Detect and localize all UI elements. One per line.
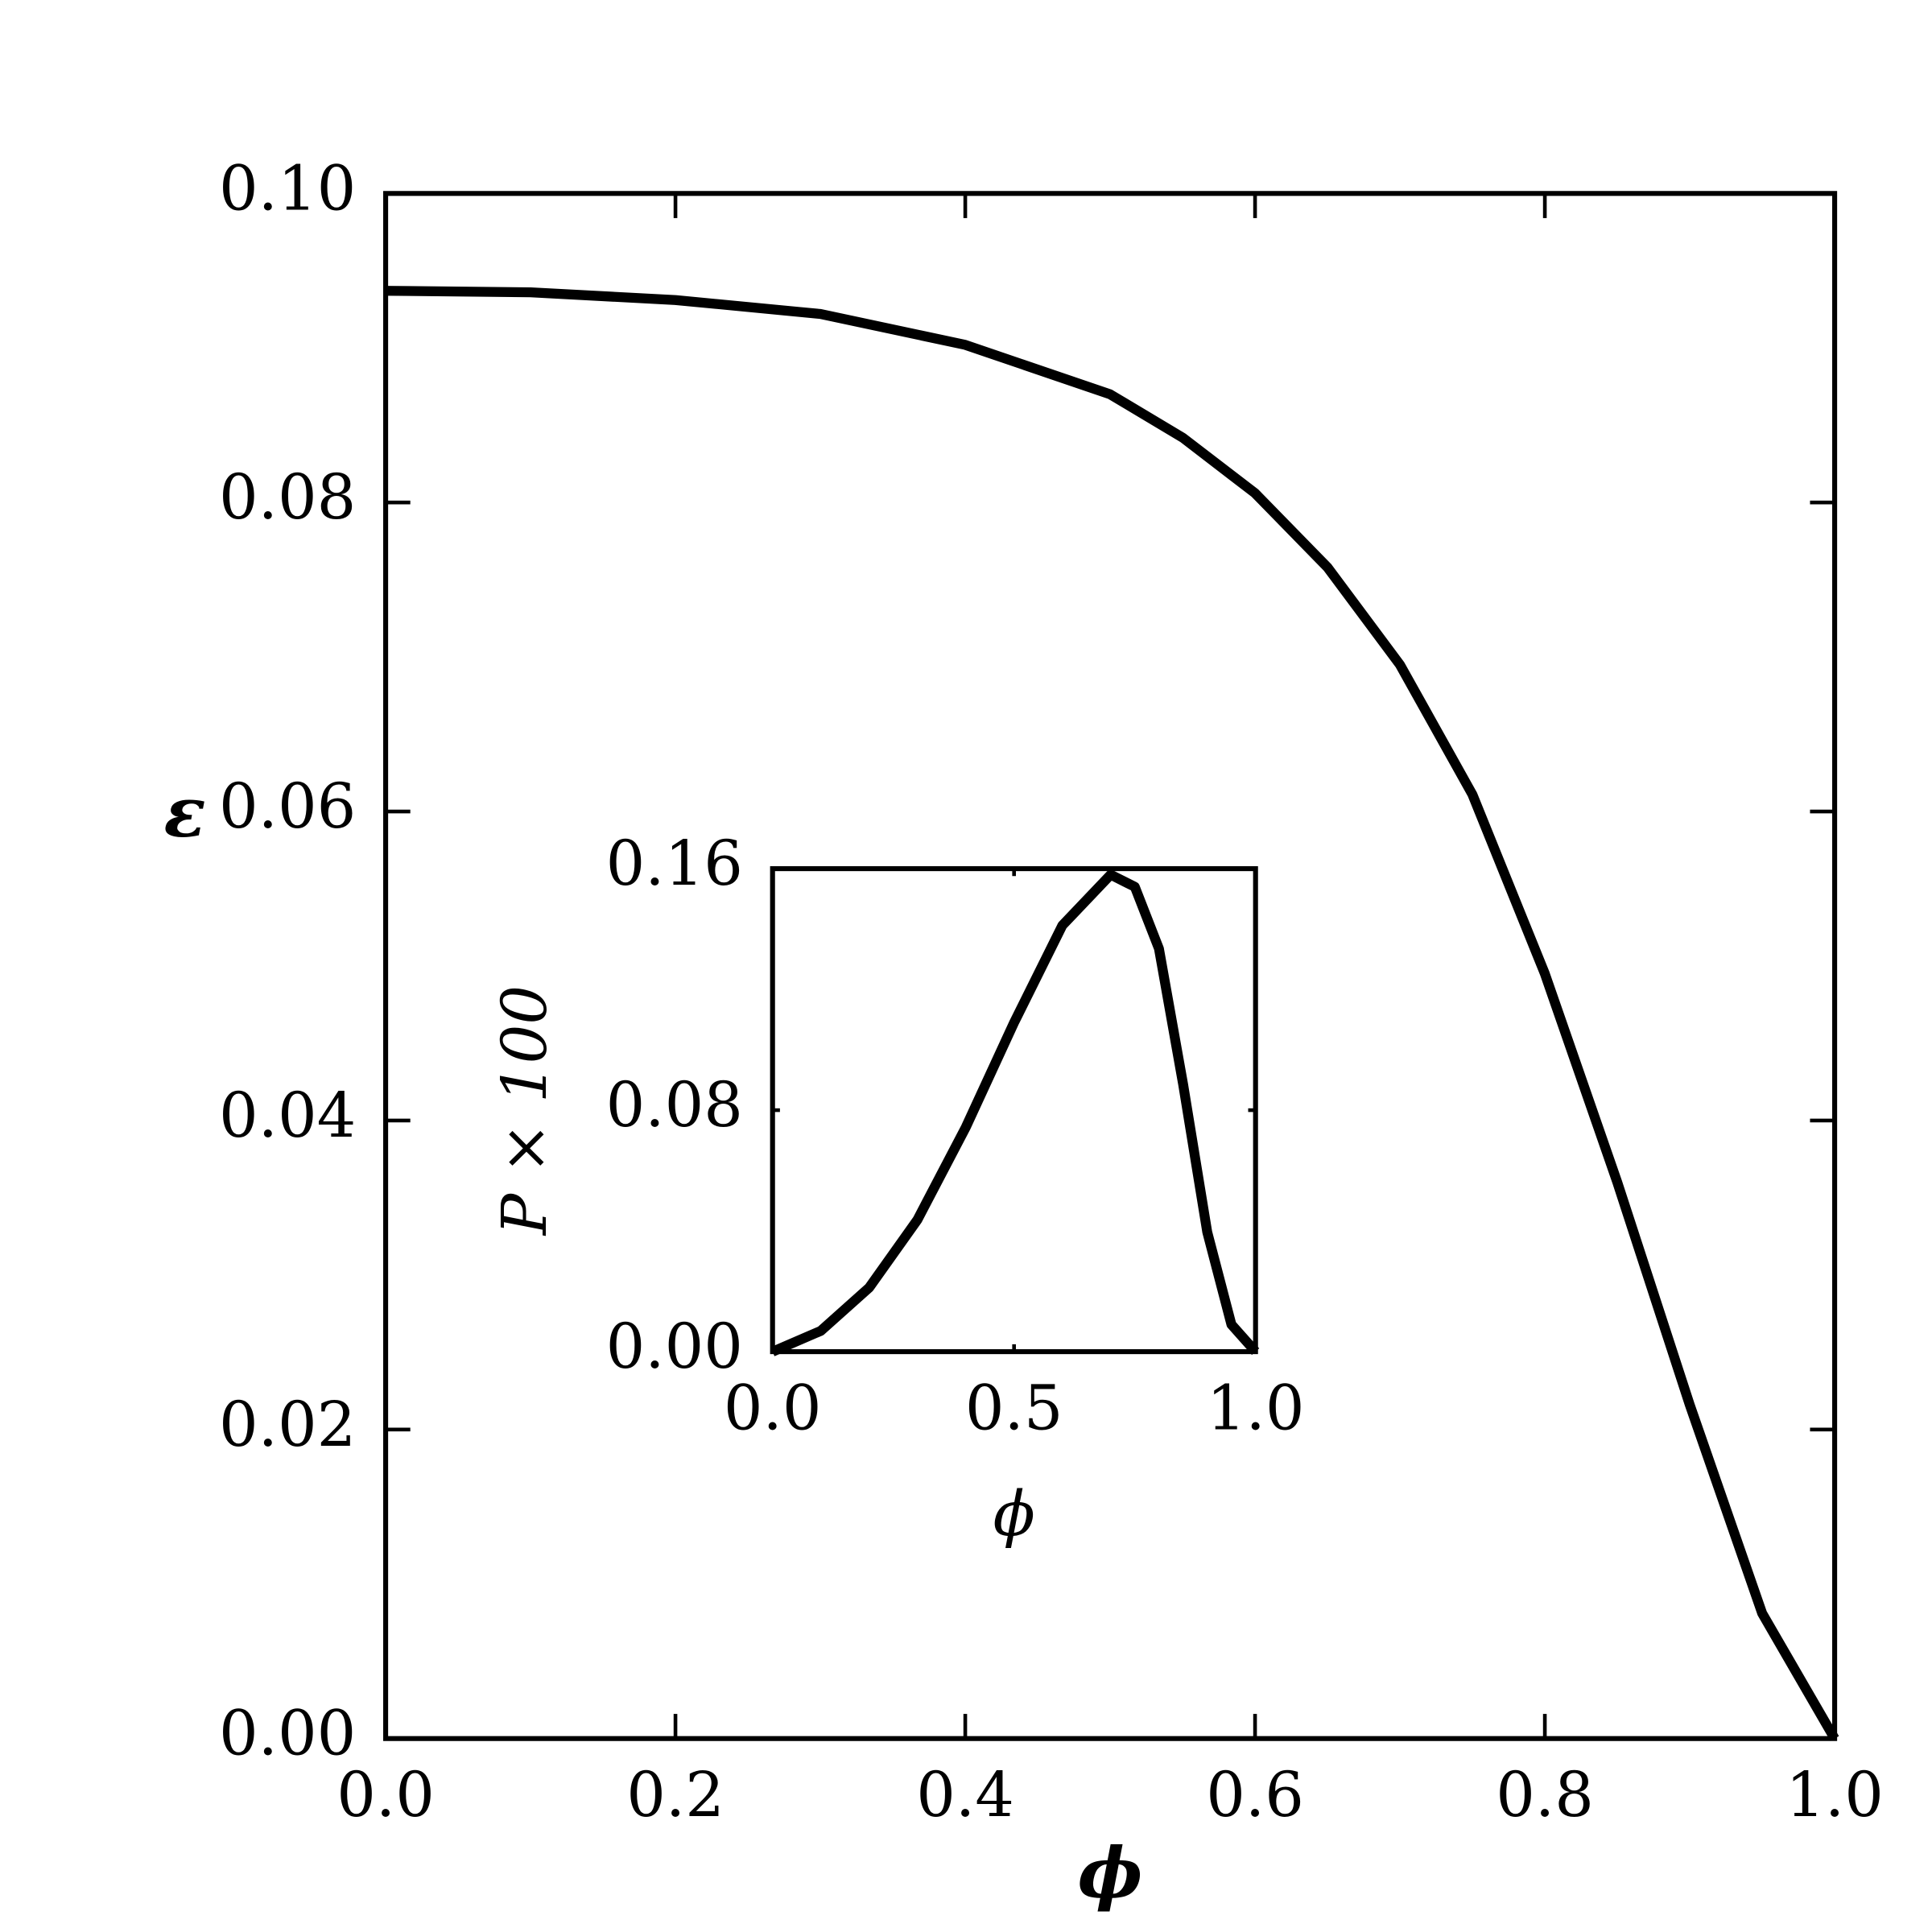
x-tick-label: 0.2 [626,1760,724,1831]
y-tick-label: 0.08 [219,462,356,534]
y-tick-label: 0.10 [219,153,356,225]
inset-background [772,869,1256,1352]
y-tick-label: 0.04 [219,1080,356,1152]
x-axis-label: ϕ [1078,1834,1143,1914]
y-axis-label: P × 100 [489,985,561,1236]
x-axis-label: ϕ [993,1479,1035,1550]
y-tick-label: 0.02 [219,1389,356,1461]
x-tick-label: 0.0 [724,1373,822,1445]
y-tick-label: 0.06 [219,771,356,843]
x-tick-label: 1.0 [1785,1760,1884,1831]
x-tick-label: 0.0 [336,1760,435,1831]
y-axis-label: ε [164,773,206,853]
x-tick-label: 0.8 [1496,1760,1594,1831]
y-tick-label: 0.00 [606,1311,743,1383]
x-tick-label: 0.6 [1206,1760,1304,1831]
y-tick-label: 0.08 [606,1070,743,1141]
x-tick-label: 0.4 [916,1760,1014,1831]
data-line [386,286,1839,1741]
x-tick-label: 1.0 [1207,1373,1305,1445]
y-tick-label: 0.16 [606,828,743,900]
y-tick-label: 0.00 [219,1699,356,1770]
axes-frame [383,191,1838,1741]
data-line [770,869,1260,1356]
x-tick-label: 0.5 [965,1373,1063,1445]
